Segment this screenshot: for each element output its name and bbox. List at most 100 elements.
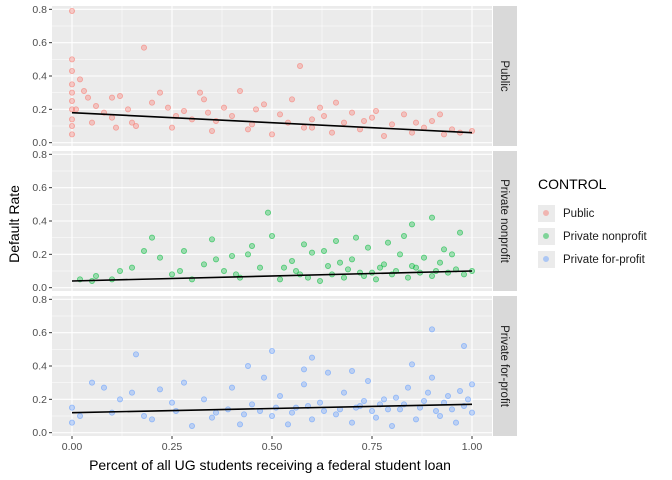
data-point [117,267,124,274]
y-tick-label: 0.4 [32,361,47,373]
data-point [69,419,76,426]
data-point [436,111,443,118]
data-point [204,109,211,116]
y-tick-label: 0.4 [32,216,47,228]
data-point [328,129,335,136]
data-point [352,234,359,241]
facet-panel-private-nonprofit: 0.0 0.2 0.4 0.6 0.8 Private nonprofit [32,149,517,294]
data-point [109,94,116,101]
data-point [248,401,255,408]
data-point [128,119,135,126]
chart-panels: 0.0 0.2 0.4 0.6 0.8 Public 0.0 0.2 0.4 0.6 0.8 Priv… [32,4,517,453]
y-tick-label: 0.8 [32,4,47,16]
data-point [384,239,391,246]
data-point [388,121,395,128]
data-point [220,267,227,274]
data-point [180,379,187,386]
data-point [252,106,259,113]
data-point [260,101,267,108]
data-point [212,409,219,416]
data-point [316,399,323,406]
data-point [168,124,175,131]
data-point [412,119,419,126]
data-point [408,361,415,368]
data-point [77,412,84,419]
legend-label-private-nonprofit: Private nonprofit [563,230,647,243]
x-axis: 0.00 0.25 0.50 0.75 1.00 [62,436,483,453]
data-point [117,93,124,100]
data-point [69,123,76,130]
y-tick-label: 0.0 [32,137,47,149]
data-point [320,247,327,254]
data-point [340,119,347,126]
fit-line [71,111,473,134]
data-point [200,396,207,403]
data-point [420,254,427,261]
data-point [236,421,243,428]
facet-panel-private-for-profit: 0.0 0.2 0.4 0.6 0.8 Private for-profit [32,294,517,439]
data-point [128,264,135,271]
legend-item-private-for-profit: Private for-profit [538,248,668,271]
legend-label-private-for-profit: Private for-profit [563,253,645,266]
data-point [300,241,307,248]
data-point [392,394,399,401]
data-point [320,407,327,414]
data-point [348,256,355,263]
legend-title: CONTROL [538,176,607,192]
data-point [148,234,155,241]
data-point [140,247,147,254]
facet-panel-public: 0.0 0.2 0.4 0.6 0.8 Public [32,4,517,149]
data-point [268,232,275,239]
data-point [324,262,331,269]
data-point [148,99,155,106]
data-point [424,389,431,396]
data-point [340,274,347,281]
data-point [176,267,183,274]
legend-label-public: Public [563,207,595,220]
data-point [196,89,203,96]
data-point [268,412,275,419]
data-point [348,109,355,116]
data-point [372,108,379,115]
data-point [109,114,116,121]
data-point [148,416,155,423]
data-point [288,409,295,416]
legend-item-private-nonprofit: Private nonprofit [538,225,668,248]
data-point [200,96,207,103]
data-point [188,422,195,429]
data-point [420,397,427,404]
data-point [428,374,435,381]
data-point [428,118,435,125]
data-point [296,63,303,70]
data-point [300,124,307,131]
data-point [89,119,96,126]
data-point [308,416,315,423]
data-point [300,381,307,388]
data-point [69,56,76,63]
data-point [436,412,443,419]
data-point [436,259,443,266]
data-point [404,384,411,391]
data-point [69,116,76,123]
data-point [364,377,371,384]
data-point [132,123,139,130]
facet-strip [493,6,517,146]
legend: CONTROL Public Private nonprofit Private… [538,176,668,271]
data-point [244,126,251,133]
data-point [332,99,339,106]
data-point [228,252,235,259]
y-tick-label: 0.6 [32,182,47,194]
data-point [69,404,76,411]
data-point [81,88,88,95]
data-point [408,129,415,136]
data-point [280,264,287,271]
y-tick-label: 0.2 [32,249,47,261]
data-point [288,257,295,264]
x-tick-label: 1.00 [462,441,483,453]
data-point [396,406,403,413]
data-point [372,276,379,283]
data-point [352,404,359,411]
data-point [308,124,315,131]
y-axis-title: Default Rate [6,185,22,263]
data-point [412,416,419,423]
